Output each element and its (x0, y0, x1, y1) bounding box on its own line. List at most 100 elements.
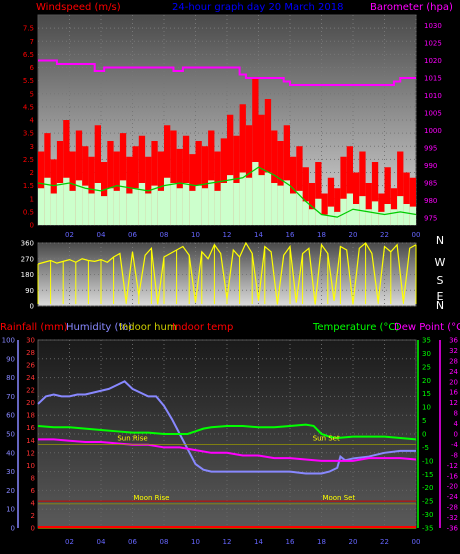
wind-gust-bar (69, 151, 76, 225)
temp-x-tick: 16 (286, 538, 295, 546)
barometer-y-tick: 1025 (424, 40, 442, 48)
wind-average-bar (189, 190, 196, 225)
rainfall-y-tick: 26 (26, 362, 35, 370)
wind-average-bar (126, 193, 133, 225)
wind-average-bar (176, 188, 183, 225)
dewpoint-y-tick: 16 (449, 389, 458, 397)
wind-average-bar (157, 190, 164, 225)
dew-point-label: Dew Point (°C) (394, 322, 460, 333)
temperature-line (37, 423, 417, 441)
wind-gust-bar (264, 99, 272, 225)
wind-gust-bar (101, 162, 108, 225)
dewpoint-y-tick: 20 (449, 378, 458, 386)
wind-y-tick: 2 (30, 169, 34, 177)
temp-x-tick: 10 (191, 538, 200, 546)
wind-gust-bar (176, 148, 183, 225)
rainfall-y-tick: 0 (31, 525, 35, 533)
wind-gust-bar (195, 141, 202, 225)
humidity-line (37, 380, 416, 475)
wind-average-bar (145, 193, 152, 225)
wind-average-bar (56, 183, 64, 225)
temperature-y-tick: 15 (422, 390, 431, 398)
wind-lines (37, 59, 417, 218)
temperature-y-tick: -35 (422, 525, 433, 533)
wind-average-bar (132, 188, 139, 225)
wind-gust-bar (50, 159, 57, 225)
wind-average-bar (308, 209, 316, 225)
temp-x-tick: 22 (380, 538, 389, 546)
dewpoint-y-tick: 24 (449, 368, 458, 376)
wind-gust-bars (38, 78, 416, 225)
humidity-y-tick: 70 (6, 393, 15, 401)
wind-gust-bar (327, 177, 335, 225)
wind-average-bar (75, 180, 83, 225)
annotation-label: Sun Set (313, 434, 340, 442)
wind-gust-bar (157, 151, 164, 225)
barometer-y-tick: 975 (424, 215, 437, 223)
wind-average-bar (271, 183, 278, 225)
barometer-y-ticks: 975 980 985 990 995 1000 1005 1010 1015 1020 1025 1… (424, 22, 442, 223)
wind-average-bar (208, 180, 215, 225)
wind-average-bar (38, 188, 45, 225)
barometer-y-tick: 1015 (424, 75, 442, 83)
wind-average-bar (346, 193, 353, 225)
temp-x-tick: 04 (97, 538, 106, 546)
rainfall-y-tick: 16 (26, 424, 35, 432)
temperature-y-tick: 25 (422, 363, 431, 371)
rainfall-y-tick: 8 (31, 474, 35, 482)
temp-x-tick: 02 (65, 538, 74, 546)
wind-y-tick: 5 (30, 90, 34, 98)
compass-label: N (436, 299, 444, 312)
wind-gust-bar (88, 156, 95, 225)
direction-y-tick: 0 (30, 303, 34, 311)
dewpoint-line (38, 438, 417, 462)
wind-gust-bar (271, 130, 278, 225)
direction-y-ticks: 0 90 180 270 360 (21, 240, 34, 311)
humidity-y-tick: 100 (2, 337, 15, 345)
wind-y-tick: 4 (30, 117, 35, 125)
sun-moon-annotations: Sun Rise Sun Set Moon Rise Moon Set (38, 434, 416, 505)
wind-average-bar (69, 190, 76, 225)
barometer-y-tick: 990 (424, 162, 437, 170)
wind-average-bar (50, 193, 57, 225)
temperature-y-tick: 5 (422, 417, 426, 425)
humidity-y-tick: 60 (6, 412, 15, 420)
temperature-y-tick: 20 (422, 377, 431, 385)
temp-x-tick: 08 (160, 538, 169, 546)
wind-average-bar (119, 180, 127, 225)
wind-gust-bar (214, 151, 221, 225)
compass-label: S (437, 274, 444, 287)
wind-gust-bar (409, 177, 416, 225)
wind-x-tick: 20 (349, 231, 358, 239)
wind-gust-bar (252, 78, 259, 225)
wind-y-tick: 0 (30, 222, 34, 230)
rainfall-y-tick: 12 (26, 449, 35, 457)
temperature-y-tick: -10 (422, 457, 433, 465)
wind-average-bar (340, 198, 347, 225)
dewpoint-y-tick: 4 (454, 420, 459, 428)
dewpoint-y-tick: -16 (447, 472, 459, 480)
wind-y-tick: 3 (30, 143, 34, 151)
humidity-y-tick: 80 (6, 374, 15, 382)
dewpoint-y-tick: 12 (449, 399, 458, 407)
annotation-label: Sun Rise (117, 434, 147, 442)
wind-gust-bar (182, 135, 190, 225)
wind-gust-bar (164, 125, 171, 225)
annotation-label: Moon Set (322, 494, 355, 502)
dewpoint-y-tick: -4 (451, 441, 459, 449)
wind-average-bar (182, 183, 190, 225)
barometer-label: Barometer (hpa) (370, 2, 453, 13)
compass-label: E (437, 290, 444, 303)
temp-x-tick: 18 (317, 538, 326, 546)
wind-average-bar (283, 180, 290, 225)
chart-title: 24-hour graph day 20 March 2018 (172, 2, 343, 13)
humidity-y-tick: 50 (6, 431, 15, 439)
humidity-y-tick: 30 (6, 468, 15, 476)
barometer-y-tick: 1020 (424, 57, 442, 65)
wind-gust-bar (353, 172, 360, 225)
compass-label: N (436, 234, 444, 247)
wind-gust-bar (371, 162, 379, 225)
wind-average-bar (214, 190, 221, 225)
temp-x-tick: 20 (349, 538, 358, 546)
